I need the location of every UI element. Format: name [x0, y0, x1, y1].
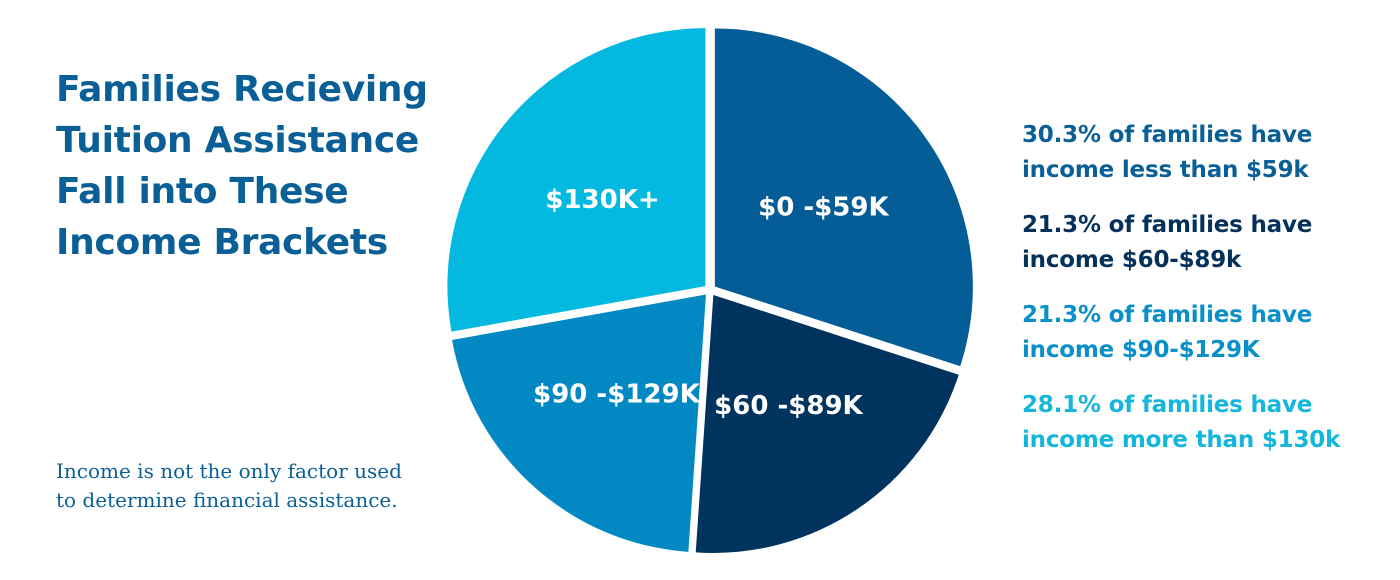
- pie-slice-label: $0 -$59K: [758, 193, 889, 223]
- chart-title-line: Income Brackets: [56, 222, 388, 263]
- legend-item-line: income less than $59k: [1022, 157, 1309, 183]
- pie-slice: [714, 28, 973, 367]
- legend-item-line: income $60-$89k: [1022, 247, 1242, 273]
- chart-title-line: Fall into These: [56, 171, 349, 212]
- chart-title-line: Families Recieving: [56, 69, 428, 110]
- legend-item-line: 28.1% of families have: [1022, 392, 1313, 418]
- footnote-line: to determine financial assistance.: [56, 488, 398, 512]
- legend: 30.3% of families have income less than …: [1022, 118, 1392, 478]
- legend-item: 21.3% of families have income $60-$89k: [1022, 208, 1392, 278]
- footnote-line: Income is not the only factor used: [56, 459, 402, 483]
- legend-item-line: 21.3% of families have: [1022, 212, 1313, 238]
- chart-title: Families Recieving Tuition Assistance Fa…: [56, 64, 456, 268]
- pie-labels: $0 -$59K $60 -$89K $90 -$129K $130K+: [533, 185, 889, 421]
- pie-slice: [695, 294, 959, 553]
- pie-slices: [447, 28, 973, 553]
- chart-title-line: Tuition Assistance: [56, 120, 419, 161]
- pie-slice-label: $90 -$129K: [533, 379, 700, 409]
- pie-chart: $0 -$59K $60 -$89K $90 -$129K $130K+: [447, 28, 973, 553]
- footnote: Income is not the only factor used to de…: [56, 457, 436, 515]
- legend-item: 21.3% of families have income $90-$129K: [1022, 298, 1392, 368]
- pie-slice-label: $130K+: [545, 185, 659, 215]
- legend-item-line: income $90-$129K: [1022, 337, 1260, 363]
- pie-slice: [452, 294, 706, 552]
- pie-slice: [447, 28, 706, 332]
- legend-item: 30.3% of families have income less than …: [1022, 118, 1392, 188]
- legend-item-line: 30.3% of families have: [1022, 122, 1313, 148]
- legend-item-line: 21.3% of families have: [1022, 302, 1313, 328]
- pie-slice-label: $60 -$89K: [714, 391, 863, 421]
- legend-item: 28.1% of families have income more than …: [1022, 388, 1392, 458]
- legend-item-line: income more than $130k: [1022, 427, 1341, 453]
